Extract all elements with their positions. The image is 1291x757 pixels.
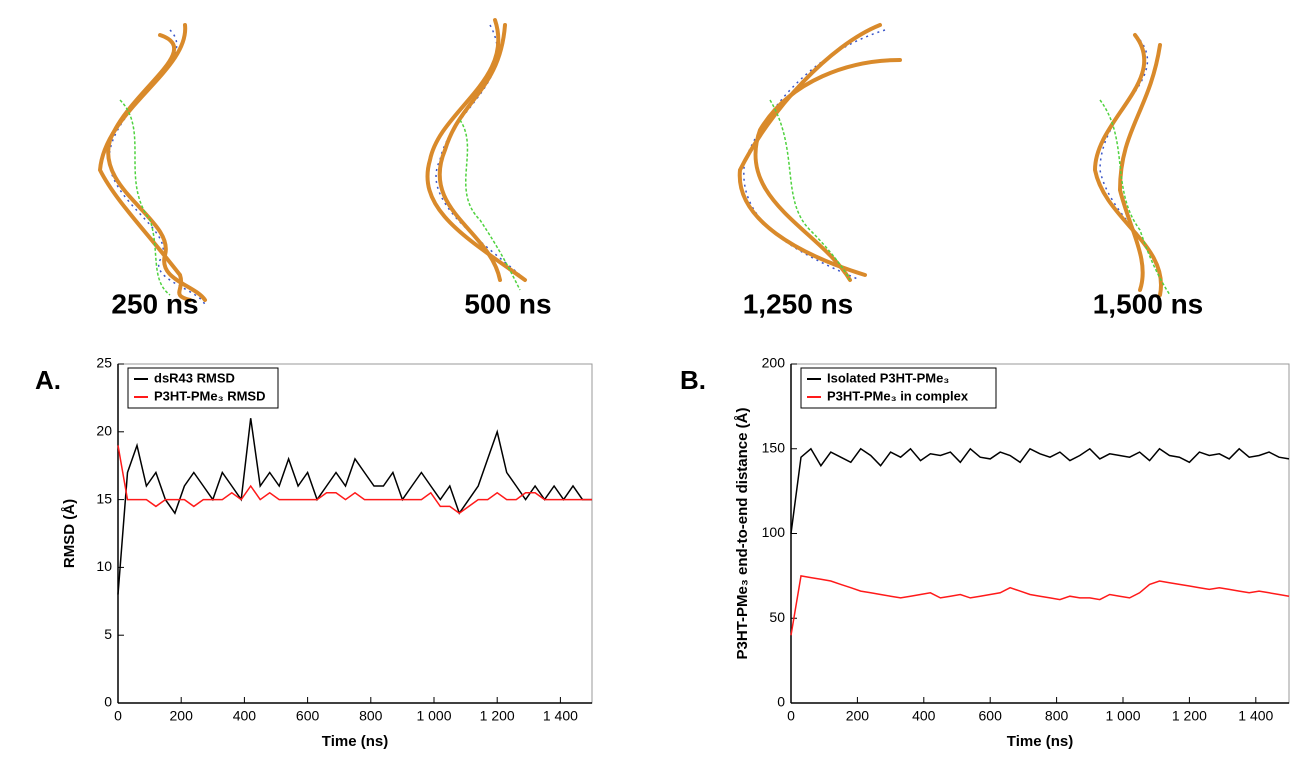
x-tick-label: 1 400: [543, 708, 578, 724]
y-axis-label: P3HT-PMe₃ end-to-end distance (Å): [734, 408, 751, 660]
legend-label: dsR43 RMSD: [154, 370, 235, 385]
y-tick-label: 50: [769, 609, 785, 625]
x-tick-label: 200: [170, 708, 194, 724]
x-tick-label: 1 000: [1105, 708, 1140, 724]
molecule-snapshots: [97, 18, 1171, 306]
molecule: [425, 18, 527, 291]
y-tick-label: 25: [96, 355, 112, 371]
data-line: [790, 575, 1290, 636]
y-tick-label: 15: [96, 490, 112, 506]
snapshot-label: 1,500 ns: [1093, 288, 1204, 319]
x-tick-label: 1 000: [416, 708, 451, 724]
x-tick-label: 600: [296, 708, 320, 724]
y-tick-label: 150: [762, 439, 786, 455]
plot-frame: [117, 363, 593, 704]
data-line: [117, 418, 592, 595]
plot-frame: [790, 363, 1290, 704]
panel-label: B.: [680, 365, 706, 395]
y-tick-label: 100: [762, 524, 786, 540]
data-line: [790, 447, 1290, 534]
x-tick-label: 1 400: [1238, 708, 1273, 724]
snapshot-label: 250 ns: [111, 288, 198, 319]
data-line: [117, 445, 592, 515]
legend-box: [127, 367, 279, 409]
molecule: [737, 23, 902, 282]
y-tick-label: 20: [96, 423, 112, 439]
x-tick-label: 1 200: [1172, 708, 1207, 724]
snapshot-label: 500 ns: [464, 288, 551, 319]
x-tick-label: 800: [359, 708, 383, 724]
legend-label: P3HT-PMe₃ in complex: [827, 388, 969, 403]
x-tick-label: 1 200: [480, 708, 515, 724]
molecule: [1092, 33, 1171, 297]
x-tick-label: 600: [979, 708, 1003, 724]
y-tick-label: 5: [104, 626, 112, 642]
x-tick-label: 400: [233, 708, 257, 724]
y-tick-label: 0: [104, 694, 112, 710]
legend-label: Isolated P3HT-PMe₃: [827, 370, 949, 385]
snapshot-label: 1,250 ns: [743, 288, 854, 319]
x-tick-label: 0: [787, 708, 795, 724]
y-tick-label: 0: [777, 694, 785, 710]
panel-label: A.: [35, 365, 61, 395]
x-axis-label: Time (ns): [1007, 733, 1073, 750]
x-tick-label: 800: [1045, 708, 1069, 724]
molecule: [97, 23, 207, 306]
x-tick-label: 400: [912, 708, 936, 724]
x-tick-label: 200: [846, 708, 870, 724]
legend-box: [800, 367, 997, 409]
x-tick-label: 0: [114, 708, 122, 724]
y-tick-label: 200: [762, 355, 786, 371]
y-tick-label: 10: [96, 558, 112, 574]
legend-label: P3HT-PMe₃ RMSD: [154, 388, 265, 403]
x-axis-label: Time (ns): [322, 733, 388, 750]
y-axis-label: RMSD (Å): [61, 499, 78, 568]
